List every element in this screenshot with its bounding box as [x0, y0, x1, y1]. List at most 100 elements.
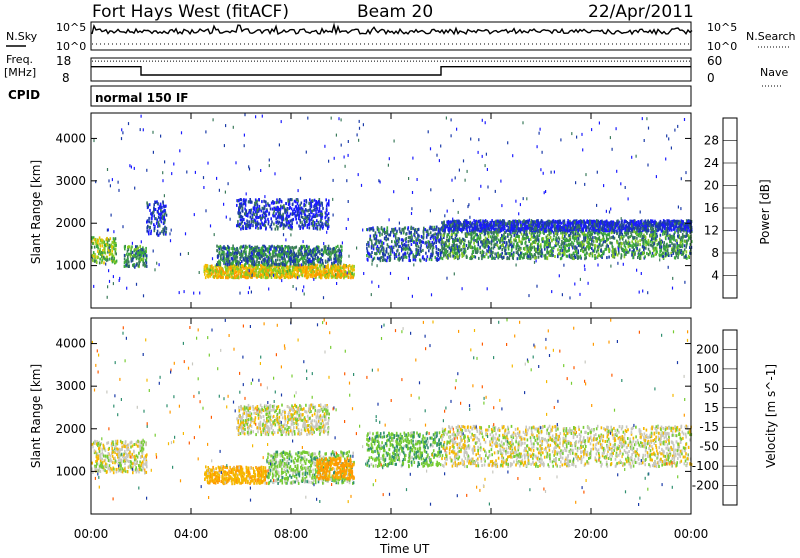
heatmap-cell [639, 257, 641, 260]
heatmap-cell [550, 254, 552, 257]
heatmap-cell [281, 219, 283, 222]
heatmap-cell [103, 247, 105, 250]
heatmap-cell [382, 229, 384, 232]
heatmap-cell [232, 262, 234, 265]
heatmap-cell [506, 241, 508, 244]
heatmap-cell [99, 250, 101, 253]
heatmap-cell [149, 209, 151, 212]
heatmap-cell [577, 242, 579, 245]
heatmap-cell [503, 235, 505, 238]
heatmap-cell [600, 244, 602, 247]
heatmap-cell [677, 256, 679, 259]
heatmap-cell [353, 273, 355, 276]
heatmap-cell [94, 260, 96, 263]
heatmap-cell [441, 241, 443, 244]
heatmap-cell [603, 241, 605, 244]
heatmap-cell [387, 243, 389, 246]
heatmap-cell [320, 224, 322, 227]
heatmap-cell [407, 251, 409, 254]
heatmap-cell [219, 248, 221, 251]
heatmap-cell [243, 250, 245, 253]
heatmap-cell [163, 204, 165, 207]
heatmap-cell [485, 240, 487, 243]
heatmap-cell [241, 250, 243, 253]
heatmap-cell [594, 236, 596, 239]
heatmap-cell [480, 241, 482, 244]
heatmap-cell [408, 226, 410, 229]
heatmap-cell [256, 274, 258, 277]
heatmap-cell [263, 250, 265, 253]
heatmap-cell [92, 242, 94, 245]
heatmap-cell [262, 254, 264, 257]
heatmap-cell [228, 268, 230, 271]
heatmap-cell [251, 201, 253, 204]
heatmap-cell [606, 245, 608, 248]
heatmap-cell [159, 232, 161, 235]
heatmap-cell [564, 253, 566, 256]
heatmap-cell [299, 207, 301, 210]
heatmap-cell [319, 207, 321, 210]
heatmap-cell [543, 237, 545, 240]
heatmap-cell [402, 228, 404, 231]
heatmap-cell [150, 222, 152, 225]
heatmap-cell [244, 263, 246, 266]
heatmap-cell [241, 255, 243, 258]
heatmap-cell [102, 244, 104, 247]
heatmap-cell [300, 249, 302, 252]
heatmap-cell [403, 256, 405, 259]
heatmap-cell [327, 247, 329, 250]
heatmap-cell [268, 204, 270, 207]
heatmap-cell [341, 249, 343, 252]
heatmap-cell [642, 245, 644, 248]
heatmap-cell [458, 249, 460, 252]
heatmap-cell [459, 254, 461, 257]
heatmap-cell [99, 236, 101, 239]
heatmap-cell [405, 233, 407, 236]
heatmap-cell [408, 259, 410, 262]
heatmap-cell [489, 251, 491, 254]
heatmap-cell [550, 236, 552, 239]
heatmap-cell [599, 236, 601, 239]
heatmap-cell [570, 243, 572, 246]
heatmap-cell [449, 254, 451, 257]
heatmap-cell [415, 252, 417, 255]
heatmap-cell [575, 250, 577, 253]
heatmap-cell [493, 237, 495, 240]
heatmap-cell [236, 271, 238, 274]
heatmap-cell [464, 243, 466, 246]
heatmap-cell [531, 232, 533, 235]
heatmap-cell [387, 226, 389, 229]
heatmap-cell [439, 249, 441, 252]
heatmap-cell [636, 237, 638, 240]
heatmap-cell [283, 257, 285, 260]
heatmap-cell [638, 250, 640, 253]
heatmap-cell [410, 232, 412, 235]
heatmap-cell [471, 238, 473, 241]
heatmap-cell [250, 199, 252, 202]
heatmap-cell [648, 248, 650, 251]
heatmap-cell [371, 255, 373, 258]
heatmap-cell [606, 256, 608, 259]
heatmap-cell [607, 245, 609, 248]
heatmap-cell [445, 251, 447, 254]
heatmap-cell [213, 266, 215, 269]
heatmap-cell [228, 263, 230, 266]
heatmap-cell [604, 248, 606, 251]
heatmap-cell [523, 256, 525, 259]
heatmap-cell [502, 239, 504, 242]
heatmap-cell [411, 243, 413, 246]
heatmap-cell [253, 220, 255, 223]
heatmap-cell [270, 207, 272, 210]
heatmap-cell [277, 269, 279, 272]
heatmap-cell [326, 209, 328, 212]
heatmap-cell [282, 253, 284, 256]
heatmap-cell [163, 210, 165, 213]
heatmap-cell [535, 256, 537, 259]
heatmap-cell [335, 276, 337, 279]
heatmap-cell [275, 261, 277, 264]
heatmap-cell [151, 212, 153, 215]
heatmap-cell [476, 234, 478, 237]
heatmap-cell [244, 273, 246, 276]
heatmap-cell [624, 244, 626, 247]
heatmap-cell [295, 215, 297, 218]
